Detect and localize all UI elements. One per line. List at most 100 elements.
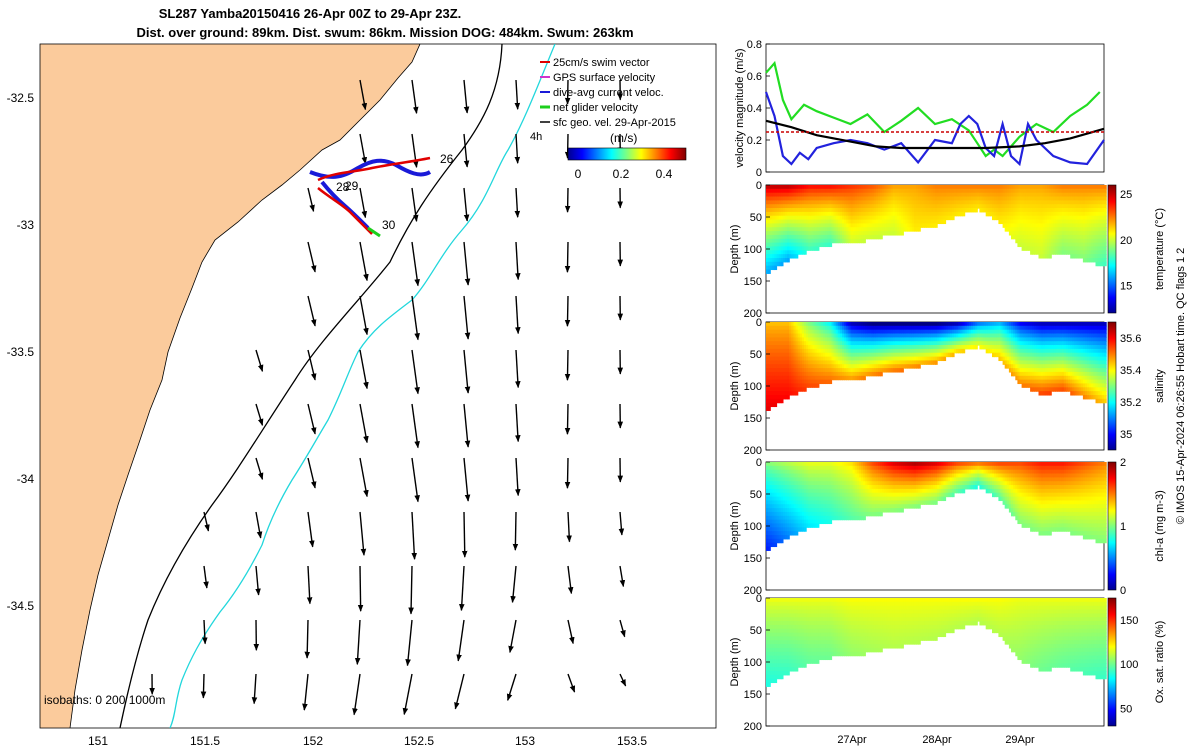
geo-velocity-arrow — [405, 619, 413, 667]
velocity-series-0 — [765, 60, 1101, 158]
chl-a-depth-tick: 200 — [744, 585, 762, 597]
time-tick-2: 29Apr — [1005, 734, 1035, 746]
side-credit: © IMOS 15-Apr-2024 06:26:55 Hobart time.… — [1175, 248, 1187, 525]
geo-velocity-arrow — [564, 295, 571, 327]
geo-velocity-arrow — [515, 349, 521, 389]
oxygen-depth-tick: 0 — [756, 593, 762, 605]
geo-velocity-arrow — [566, 511, 572, 543]
oxygen-heatmap-cells — [766, 598, 1107, 687]
chl-a-heatmap-cells — [766, 462, 1107, 551]
geo-velocity-arrow — [307, 187, 315, 212]
legend-label-net: net glider velocity — [553, 102, 638, 114]
temperature-depth-tick: 150 — [744, 276, 762, 288]
speed-cbar-tick-2: 0.4 — [656, 167, 673, 181]
geo-velocity-arrow — [411, 349, 420, 395]
chl-a-cbar-tick: 1 — [1120, 521, 1126, 533]
geo-velocity-arrow — [255, 511, 263, 539]
isobath-label: isobaths: 0 200 1000m — [44, 693, 165, 707]
salinity-depth-tick: 50 — [750, 349, 762, 361]
temperature-depth-tick: 200 — [744, 308, 762, 320]
map-x-tick-3: 152.5 — [404, 734, 434, 748]
geo-velocity-arrow — [567, 673, 576, 693]
geo-velocity-arrow — [411, 187, 419, 222]
geo-velocity-arrow — [456, 619, 465, 662]
salinity-ylabel: Depth (m) — [729, 362, 741, 411]
map-y-tick-0: -32.5 — [7, 91, 35, 105]
chl-a-depth-tick: 50 — [750, 489, 762, 501]
chl-a-depth-tick: 150 — [744, 553, 762, 565]
oxygen-colorbar — [1107, 597, 1117, 727]
geo-velocity-arrow — [463, 349, 471, 394]
geo-velocity-arrow — [618, 511, 625, 536]
day-label-26: 26 — [440, 152, 454, 166]
velocity-ytick: 0.6 — [747, 71, 762, 83]
map-x-axis: 151 151.5 152 152.5 153 153.5 — [88, 734, 647, 748]
isobath-1000m — [169, 44, 556, 728]
map-x-tick-2: 152 — [303, 734, 323, 748]
geo-velocity-arrow — [302, 673, 309, 711]
geo-velocity-arrow — [514, 79, 521, 110]
geo-velocity-arrow — [463, 241, 471, 286]
geo-velocity-arrow — [359, 241, 369, 282]
temperature-colorbar — [1107, 184, 1117, 314]
geo-velocity-arrow — [463, 457, 471, 502]
geo-velocity-arrow — [359, 133, 368, 165]
glider-track — [309, 156, 432, 238]
geo-velocity-arrow — [255, 565, 261, 596]
temperature-heatmap-cells — [766, 185, 1107, 274]
geo-velocity-arrow — [411, 403, 420, 449]
timestep-label: 4h — [530, 131, 542, 143]
geo-velocity-arrow — [307, 511, 315, 548]
geo-velocity-arrow — [357, 565, 364, 612]
land-area — [40, 44, 421, 728]
day-label-29: 29 — [345, 179, 359, 193]
geo-velocity-arrow — [510, 565, 517, 604]
salinity-depth-tick: 200 — [744, 445, 762, 457]
geo-velocity-arrow — [512, 511, 519, 551]
geo-velocity-arrow — [564, 349, 571, 381]
speed-colorbar — [567, 147, 687, 161]
geo-velocity-arrow — [619, 673, 627, 687]
velocity-series-2 — [765, 119, 1105, 150]
speed-unit-label: (m/s) — [610, 131, 637, 145]
legend-label-geo: sfc geo. vel. 29-Apr-2015 — [553, 117, 676, 129]
map-y-axis: -32.5 -33 -33.5 -34 -34.5 — [7, 91, 35, 613]
oxygen-depth-tick: 50 — [750, 625, 762, 637]
legend-label-gps: GPS surface velocity — [553, 72, 656, 84]
section-oxygen: 0 50 100 150 200 Depth (m) 50 100 150 Ox. sat. ra… — [729, 593, 1166, 733]
geo-velocity-arrow — [359, 403, 369, 444]
chl-a-cbar-tick: 2 — [1120, 457, 1126, 469]
geo-velocity-arrow — [514, 133, 521, 164]
oxygen-depth-tick: 200 — [744, 721, 762, 733]
oxygen-depth-tick: 150 — [744, 689, 762, 701]
geo-velocity-arrow — [463, 79, 470, 114]
geo-velocity-arrow — [307, 241, 317, 273]
map-legend: 25cm/s swim vector GPS surface velocity … — [530, 57, 687, 181]
temperature-cbar-tick: 20 — [1120, 235, 1132, 247]
map-y-tick-2: -33.5 — [7, 345, 35, 359]
geo-velocity-arrow — [564, 241, 571, 273]
temperature-colorbar-label: temperature (°C) — [1154, 208, 1166, 290]
geo-velocity-arrow — [411, 241, 420, 287]
isobath-200m — [119, 44, 503, 728]
salinity-colorbar — [1107, 321, 1117, 451]
geo-velocity-arrow — [359, 187, 368, 219]
geo-velocity-arrow — [359, 349, 369, 390]
map-x-tick-4: 153 — [515, 734, 535, 748]
section-temperature: 0 50 100 150 200 Depth (m) 15 20 25 temperature (… — [729, 180, 1166, 320]
salinity-depth-tick: 150 — [744, 413, 762, 425]
oxygen-ylabel: Depth (m) — [729, 638, 741, 687]
track-current-velocity — [309, 158, 432, 230]
geo-velocity-arrow — [359, 79, 368, 111]
geo-velocity-arrow — [515, 241, 521, 281]
velocity-series-1 — [764, 91, 1105, 167]
geo-velocity-arrow — [359, 511, 367, 556]
map-y-tick-3: -34 — [17, 472, 35, 486]
time-tick-1: 28Apr — [922, 734, 952, 746]
map-x-tick-5: 153.5 — [617, 734, 647, 748]
geo-velocity-arrow — [307, 403, 317, 435]
temperature-depth-tick: 100 — [744, 244, 762, 256]
velocity-ylabel: velocity magnitude (m/s) — [734, 48, 746, 167]
